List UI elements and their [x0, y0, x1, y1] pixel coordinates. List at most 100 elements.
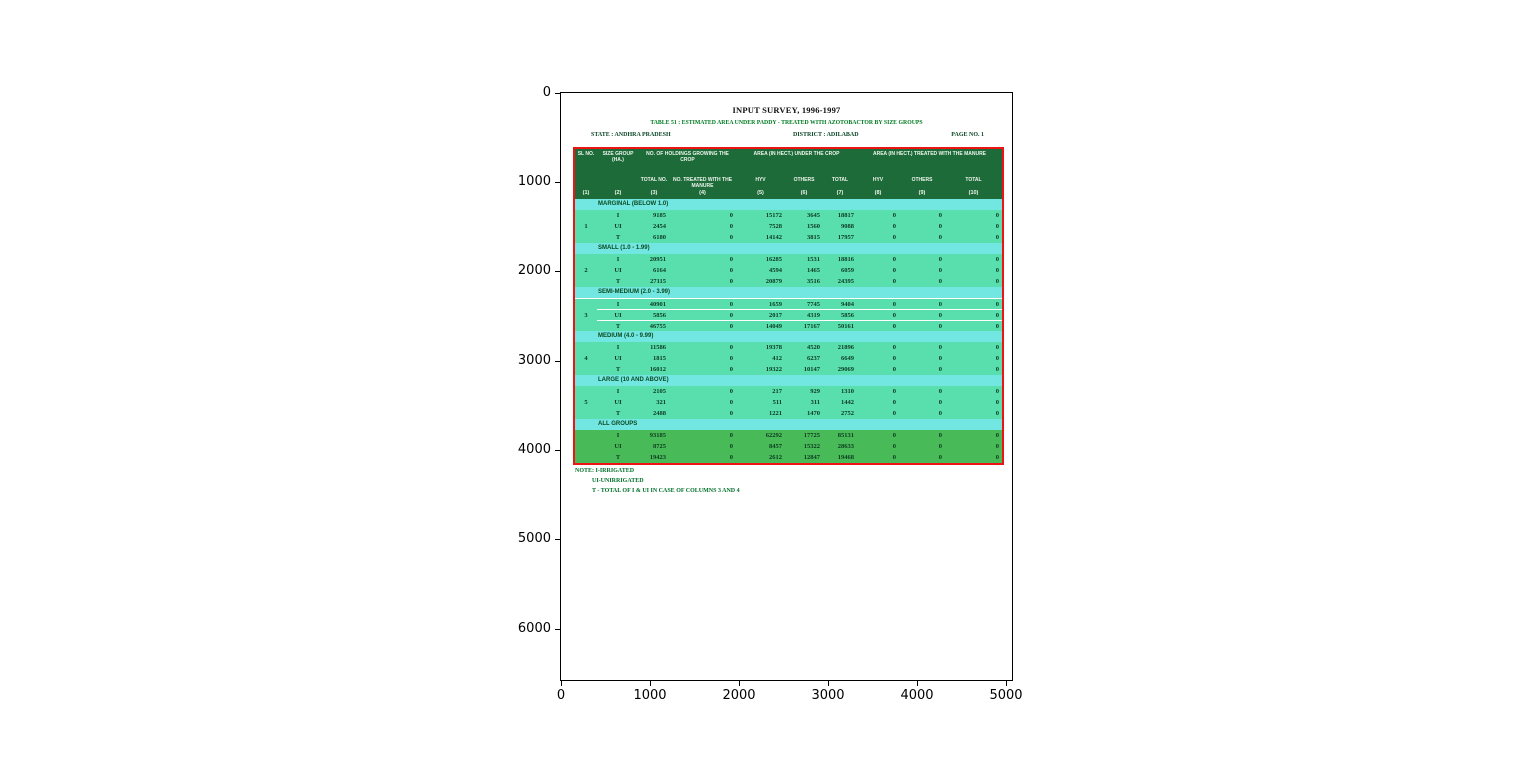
- value-cell: 14049: [736, 320, 785, 331]
- value-cell: 6237: [807, 355, 820, 362]
- row-label-cell: T: [615, 278, 621, 285]
- y-tick-mark: [555, 450, 560, 451]
- value-cell: 19468: [837, 454, 854, 461]
- value-cell: 9404: [823, 298, 857, 309]
- value-cell: 1442: [841, 399, 854, 406]
- serial-number-cell: 2: [584, 267, 588, 274]
- serial-number-cell: 4: [584, 355, 588, 362]
- value-cell: 0: [892, 388, 896, 395]
- value-cell: 217: [772, 388, 782, 395]
- value-cell: 0: [729, 278, 733, 285]
- y-tick-label: 3000: [517, 353, 551, 368]
- serial-number-cell: 3: [575, 298, 597, 331]
- section-header: MARGINAL (BELOW 1.0): [575, 199, 1002, 210]
- value-cell: 9088: [841, 223, 854, 230]
- value-cell: 0: [669, 298, 736, 309]
- header-cell-others-1: OTHERS: [793, 177, 815, 183]
- x-tick-mark: [828, 681, 829, 686]
- value-cell: 0: [995, 355, 999, 362]
- value-cell: 0: [995, 212, 999, 219]
- value-cell: 1659: [736, 298, 785, 309]
- value-cell: 0: [938, 278, 942, 285]
- row-label-cell: T: [615, 410, 621, 417]
- value-cell: 1465: [807, 267, 820, 274]
- value-cell: 0: [995, 278, 999, 285]
- serial-number-cell: 1: [584, 223, 588, 230]
- value-cell: 0: [938, 388, 942, 395]
- value-cell: 0: [938, 234, 942, 241]
- header-cell-others-2: OTHERS: [911, 177, 933, 183]
- value-cell: 0: [995, 366, 999, 373]
- row-label-cell: UI: [614, 223, 622, 230]
- value-cell: 0: [995, 454, 999, 461]
- value-cell: 0: [945, 320, 1002, 331]
- value-cell: 46755: [639, 320, 669, 331]
- value-cell: 1470: [807, 410, 820, 417]
- header-cell-total-2: TOTAL: [965, 177, 982, 183]
- district-label: DISTRICT : ADILABAD: [793, 132, 859, 138]
- value-cell: 0: [729, 223, 733, 230]
- value-cell: 19322: [765, 366, 782, 373]
- table-body: MARGINAL (BELOW 1.0) 1 I 9185 0 15172 3645 1881…: [575, 199, 1002, 463]
- row-label-cell: I: [616, 432, 620, 439]
- value-cell: 1815: [653, 355, 666, 362]
- survey-table: SL NO. SIZE GROUP (HA.) NO. OF HOLDINGS …: [573, 147, 1004, 465]
- value-cell: 0: [729, 366, 733, 373]
- value-cell: 5856: [823, 309, 857, 320]
- value-cell: 3516: [807, 278, 820, 285]
- value-cell: 0: [995, 443, 999, 450]
- value-cell: 6059: [841, 267, 854, 274]
- header-col-number: (9): [918, 190, 926, 196]
- value-cell: 1310: [841, 388, 854, 395]
- value-cell: 6649: [841, 355, 854, 362]
- x-tick-label: 4000: [900, 688, 934, 703]
- value-cell: 16285: [765, 256, 782, 263]
- page-number: PAGE NO. 1: [951, 132, 984, 138]
- y-tick-mark: [555, 271, 560, 272]
- header-col-number: (8): [874, 190, 882, 196]
- header-cell-no-treated: NO. TREATED WITH THE MANURE: [672, 177, 733, 189]
- value-cell: 19423: [649, 454, 666, 461]
- header-cell-total-no: TOTAL NO.: [640, 177, 668, 183]
- value-cell: 0: [729, 355, 733, 362]
- value-cell: 0: [892, 454, 896, 461]
- value-cell: 0: [892, 366, 896, 373]
- value-cell: 0: [945, 298, 1002, 309]
- header-col-number: (1): [582, 190, 590, 196]
- value-cell: 0: [892, 223, 896, 230]
- value-cell: 0: [729, 234, 733, 241]
- value-cell: 3645: [807, 212, 820, 219]
- serial-number-cell: 5: [584, 399, 588, 406]
- value-cell: 17167: [785, 320, 823, 331]
- value-cell: 0: [938, 399, 942, 406]
- section-header: ALL GROUPS: [575, 419, 1002, 430]
- value-cell: 0: [892, 278, 896, 285]
- value-cell: 0: [892, 355, 896, 362]
- value-cell: 2017: [736, 309, 785, 320]
- plot-axes: INPUT SURVEY, 1996-1997 TABLE 51 : ESTIM…: [560, 92, 1013, 681]
- header-cell-total-1: TOTAL: [831, 177, 849, 183]
- x-tick-label: 2000: [722, 688, 756, 703]
- y-tick-mark: [555, 539, 560, 540]
- value-cell: 321: [656, 399, 666, 406]
- value-cell: 2752: [841, 410, 854, 417]
- value-cell: 40901: [639, 298, 669, 309]
- value-cell: 929: [810, 388, 820, 395]
- row-label-cell: UI: [614, 443, 622, 450]
- value-cell: 0: [729, 399, 733, 406]
- value-cell: 6164: [653, 267, 666, 274]
- value-cell: 0: [995, 344, 999, 351]
- value-cell: 311: [810, 399, 820, 406]
- value-cell: 3815: [807, 234, 820, 241]
- row-label-cell: I: [597, 298, 639, 309]
- value-cell: 0: [899, 309, 945, 320]
- value-cell: 0: [938, 410, 942, 417]
- value-cell: 0: [995, 267, 999, 274]
- x-tick-mark: [1006, 681, 1007, 686]
- table-section: ALL GROUPS I 93185 0 62292 17725 85131 0 0 0 UI 872…: [575, 419, 1002, 463]
- table-section: SEMI-MEDIUM (2.0 - 3.99) 3 I 40901 0 1659 7745…: [575, 287, 1002, 331]
- value-cell: 0: [938, 443, 942, 450]
- value-cell: 412: [772, 355, 782, 362]
- x-tick-label: 3000: [811, 688, 845, 703]
